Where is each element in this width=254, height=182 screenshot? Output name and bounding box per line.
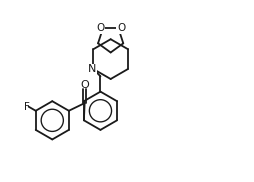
Text: O: O — [80, 80, 89, 90]
Text: O: O — [116, 23, 125, 33]
Text: F: F — [24, 102, 30, 112]
Text: O: O — [96, 23, 104, 33]
Text: N: N — [88, 64, 96, 74]
